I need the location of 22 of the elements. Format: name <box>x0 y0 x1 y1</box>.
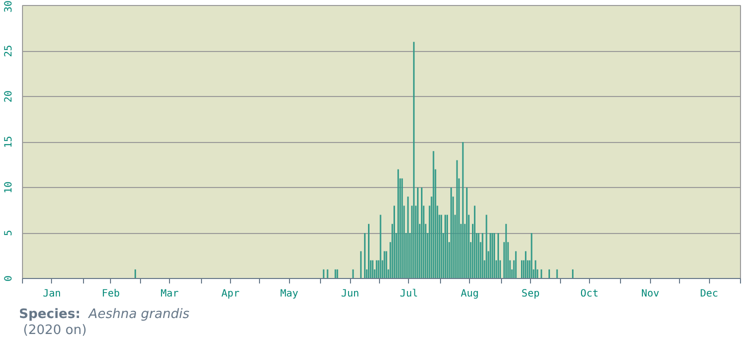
x-tick-label: Mar <box>160 288 179 300</box>
x-tick-label: Sep <box>522 288 540 300</box>
y-tick-label: 30 <box>4 0 14 13</box>
text: (2020 on) <box>23 323 87 338</box>
x-tick-label: Jul <box>400 288 418 300</box>
x-tick-label: Aug <box>460 288 479 300</box>
x-tick-label: May <box>280 288 298 300</box>
x-tick-label: Oct <box>580 288 598 300</box>
y-tick-label: 5 <box>4 230 14 236</box>
x-tick-label: Jun <box>341 288 360 300</box>
y-tick-label: 15 <box>4 136 14 148</box>
x-tick-label: Dec <box>700 288 718 300</box>
y-tick-label: 0 <box>4 275 14 282</box>
x-tick-label: Jan <box>42 288 61 300</box>
text: Species: <box>19 307 80 322</box>
x-tick-label: Nov <box>641 288 660 300</box>
text: Aeshna grandis <box>88 307 190 322</box>
y-tick-label: 20 <box>4 90 14 103</box>
y-tick-label: 10 <box>4 181 14 194</box>
y-tick-label: 25 <box>4 44 14 58</box>
x-tick-label: Apr <box>221 288 240 300</box>
x-tick-label: Feb <box>102 288 120 300</box>
